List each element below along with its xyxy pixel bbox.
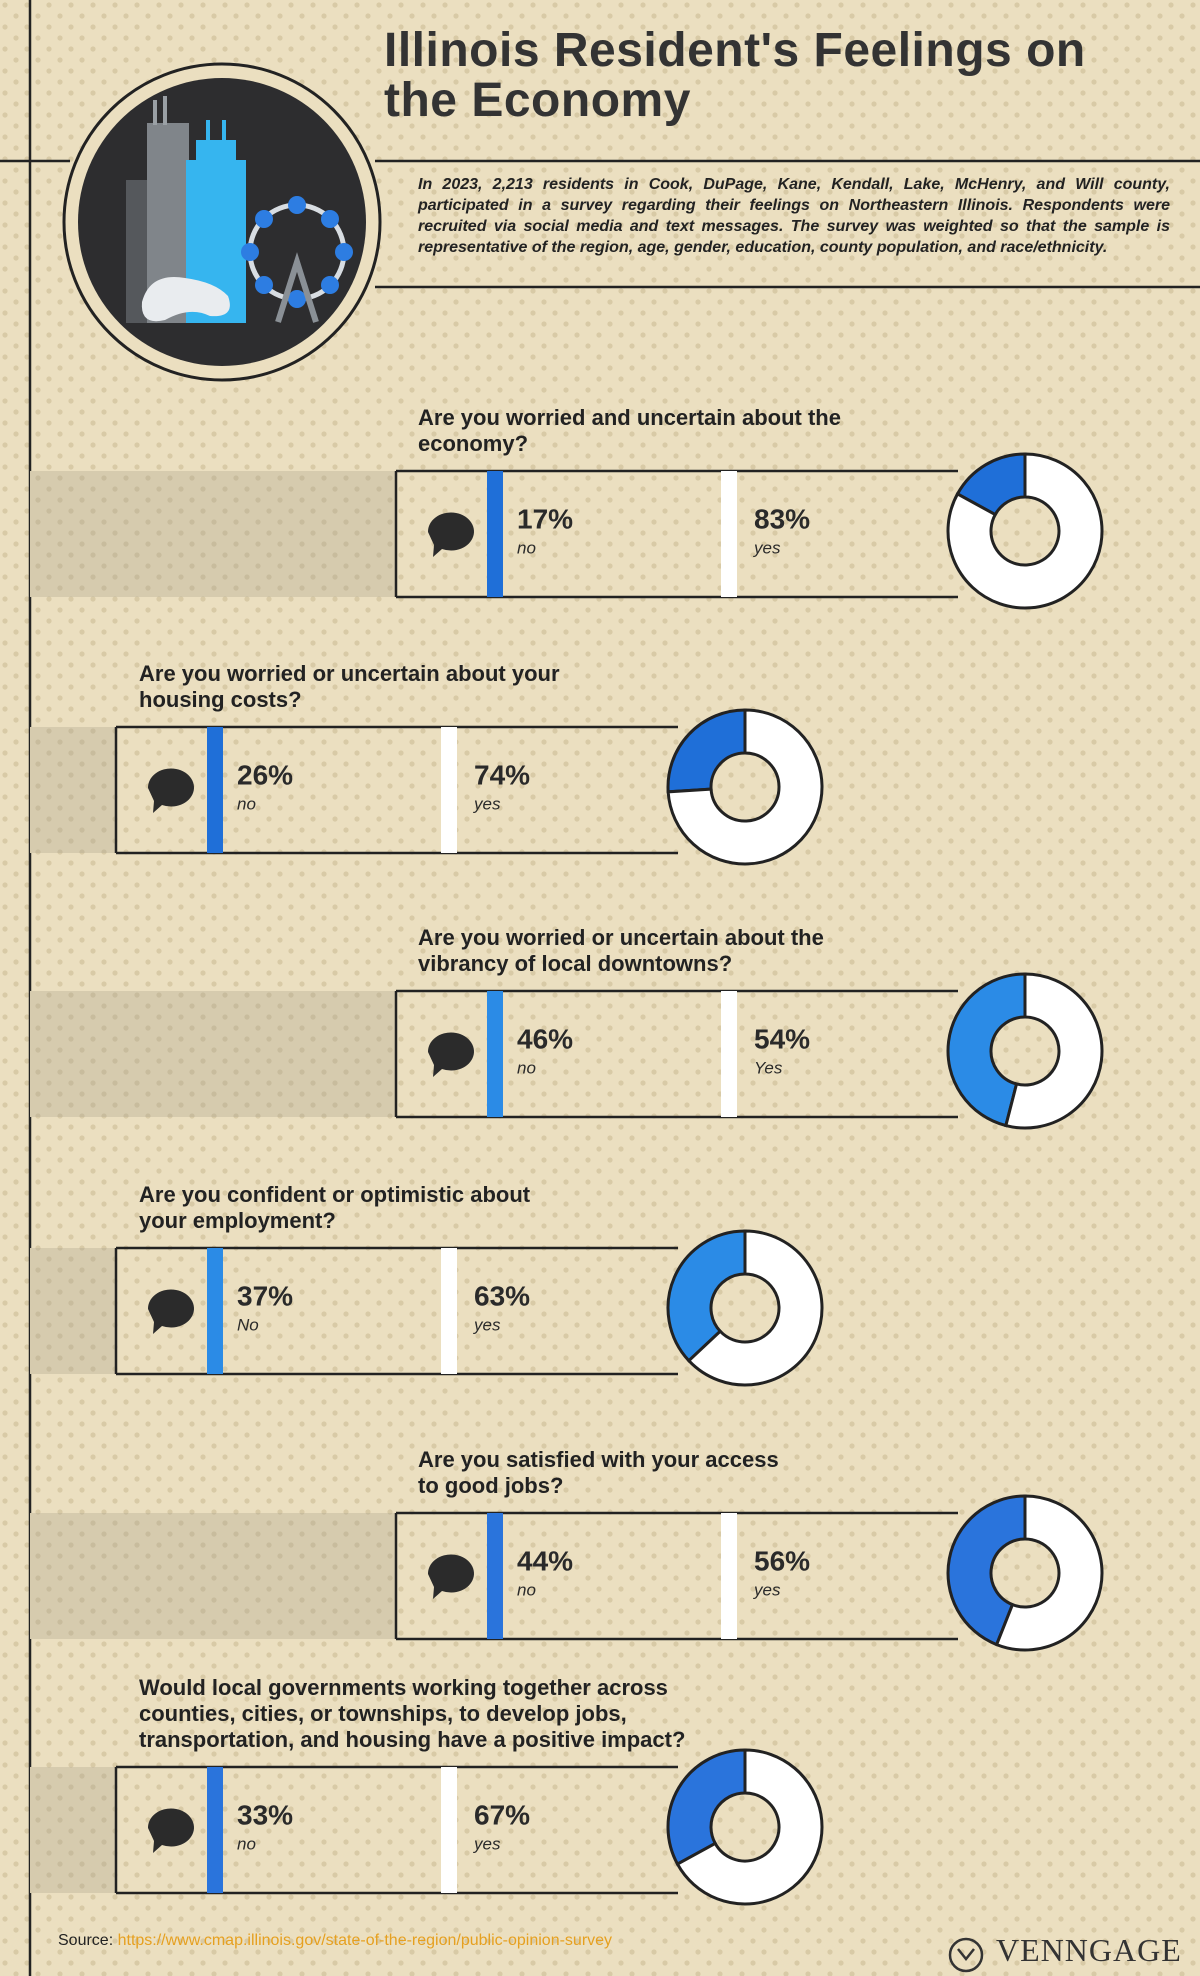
shade-band — [30, 471, 396, 597]
answer-label: yes — [753, 538, 781, 557]
question-block: 26% no 74% yes — [30, 708, 824, 866]
speech-icon — [147, 1808, 194, 1853]
answer-label: no — [517, 1580, 536, 1599]
donut-slice — [946, 452, 1104, 610]
donut-slice — [994, 1494, 1104, 1652]
source: Source: https://www.cmap.illinois.gov/st… — [58, 1932, 612, 1950]
answer-label: no — [517, 538, 536, 557]
accent-strip — [441, 1767, 457, 1893]
answer-label: yes — [473, 794, 501, 813]
brand: VENNGAGE — [996, 1932, 1182, 1968]
donut-slice — [675, 1748, 824, 1906]
donut-slice — [666, 708, 824, 866]
accent-strip — [487, 1513, 503, 1639]
accent-strip — [207, 1248, 223, 1374]
answer-label: No — [237, 1315, 259, 1334]
question: Are you satisfied with your access to go… — [418, 1447, 779, 1498]
accent-strip — [441, 727, 457, 853]
question: Are you worried or uncertain about your … — [139, 661, 560, 712]
question: Are you worried and uncertain about the … — [418, 405, 841, 456]
brand-logo — [948, 1937, 984, 1973]
donut-slice — [666, 1748, 747, 1867]
answer-label: no — [237, 794, 256, 813]
speech-icon — [427, 1554, 474, 1599]
shade-band — [30, 727, 116, 853]
speech-icon — [147, 1289, 194, 1334]
percent-label: 83% — [754, 503, 810, 534]
answer-label: yes — [473, 1315, 501, 1334]
shade-band — [30, 1767, 116, 1893]
percent-label: 26% — [237, 759, 293, 790]
answer-label: yes — [473, 1834, 501, 1853]
answer-label: Yes — [754, 1058, 783, 1077]
speech-icon — [427, 512, 474, 557]
donut-slice — [1004, 972, 1104, 1130]
percent-label: 46% — [517, 1023, 573, 1054]
accent-strip — [721, 991, 737, 1117]
question: Are you confident or optimistic about yo… — [139, 1182, 531, 1233]
accent-strip — [721, 1513, 737, 1639]
question: Would local governments working together… — [139, 1675, 686, 1752]
accent-strip — [207, 1767, 223, 1893]
donut-slice — [666, 708, 747, 794]
donut-slice — [946, 972, 1027, 1128]
question-block: 33% no 67% yes — [30, 1748, 824, 1906]
shade-band — [30, 1513, 396, 1639]
percent-label: 33% — [237, 1799, 293, 1830]
speech-icon — [427, 1032, 474, 1077]
percent-label: 54% — [754, 1023, 810, 1054]
donut-slice — [666, 1229, 747, 1363]
speech-icon — [147, 768, 194, 813]
question-block: 37% No 63% yes — [30, 1229, 824, 1387]
question-block: 46% no 54% Yes — [30, 972, 1104, 1130]
accent-strip — [441, 1248, 457, 1374]
skyline-emblem — [62, 62, 382, 382]
question-block: 17% no 83% yes — [30, 452, 1104, 610]
percent-label: 37% — [237, 1280, 293, 1311]
accent-strip — [721, 471, 737, 597]
percent-label: 67% — [474, 1799, 530, 1830]
answer-label: no — [237, 1834, 256, 1853]
answer-label: yes — [753, 1580, 781, 1599]
answer-label: no — [517, 1058, 536, 1077]
shade-band — [30, 1248, 116, 1374]
donut-slice — [686, 1229, 824, 1387]
question-block: 44% no 56% yes — [30, 1494, 1104, 1652]
percent-label: 56% — [754, 1545, 810, 1576]
accent-strip — [207, 727, 223, 853]
donut-slice — [946, 1494, 1027, 1647]
source-label: Source: — [58, 1932, 114, 1949]
percent-label: 63% — [474, 1280, 530, 1311]
percent-label: 17% — [517, 503, 573, 534]
source-link[interactable]: https://www.cmap.illinois.gov/state-of-t… — [117, 1932, 613, 1949]
question: Are you worried or uncertain about the v… — [418, 925, 824, 976]
percent-label: 44% — [517, 1545, 573, 1576]
shade-band — [30, 991, 396, 1117]
accent-strip — [487, 991, 503, 1117]
accent-strip — [487, 471, 503, 597]
title: Illinois Resident's Feelings on the Econ… — [384, 24, 1086, 127]
description: In 2023, 2,213 residents in Cook, DuPage… — [418, 176, 1170, 256]
percent-label: 74% — [474, 759, 530, 790]
